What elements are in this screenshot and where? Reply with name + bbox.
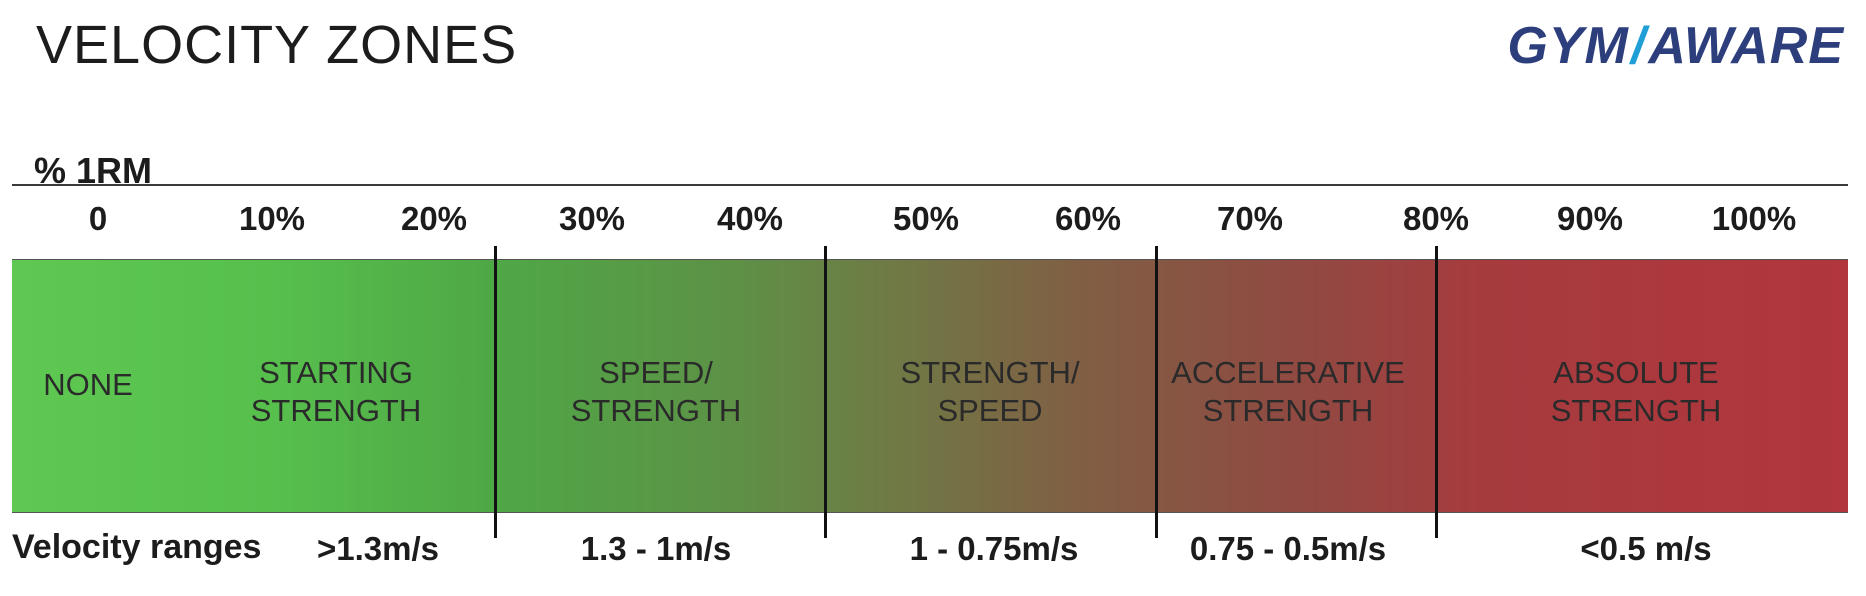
tick-label: 20% xyxy=(400,200,468,237)
zone-divider xyxy=(824,246,827,538)
gymaware-logo: GYM / AWARE xyxy=(1507,16,1844,76)
velocity-range-value: 1.3 - 1m/s xyxy=(580,530,732,567)
velocity-range-value: 0.75 - 0.5m/s xyxy=(1189,530,1387,567)
percent-tick-row: 0 10% 20% 30% 40% 50% 60% 70% 80% 90% 10… xyxy=(0,200,1866,250)
tick-label: 10% xyxy=(238,200,306,237)
velocity-zone-band xyxy=(12,259,1848,513)
tick-label: 100% xyxy=(1711,200,1797,237)
velocity-range-value: 1 - 0.75m/s xyxy=(909,530,1079,567)
tick-label: 30% xyxy=(558,200,626,237)
tick-label: 80% xyxy=(1402,200,1470,237)
zone-label-none: NONE xyxy=(43,367,133,402)
logo-slash: / xyxy=(1630,17,1647,75)
velocity-ranges-label: Velocity ranges xyxy=(12,528,262,566)
tick-label: 60% xyxy=(1054,200,1122,237)
velocity-range-value: <0.5 m/s xyxy=(1580,530,1712,567)
zone-divider xyxy=(1435,246,1438,538)
zone-label-accelerative-strength: ACCELERATIVE STRENGTH xyxy=(1171,355,1405,428)
zone-label-strength-speed: STRENGTH/ SPEED xyxy=(900,355,1080,428)
tick-label: 90% xyxy=(1556,200,1624,237)
zone-label-speed-strength: SPEED/ STRENGTH xyxy=(570,355,742,428)
logo-text-gym: GYM xyxy=(1507,17,1629,75)
tick-label: 70% xyxy=(1216,200,1284,237)
tick-label: 0 xyxy=(88,200,108,237)
axis-rule xyxy=(12,184,1848,186)
tick-label: 40% xyxy=(716,200,784,237)
velocity-range-value: >1.3m/s xyxy=(316,530,440,567)
zone-divider xyxy=(1155,246,1158,538)
page-title: VELOCITY ZONES xyxy=(36,15,518,75)
zone-divider xyxy=(494,246,497,538)
tick-label: 50% xyxy=(892,200,960,237)
logo-text-aware: AWARE xyxy=(1648,17,1844,75)
zone-label-absolute-strength: ABSOLUTE STRENGTH xyxy=(1550,355,1722,428)
zone-label-starting-strength: STARTING STRENGTH xyxy=(250,355,422,428)
